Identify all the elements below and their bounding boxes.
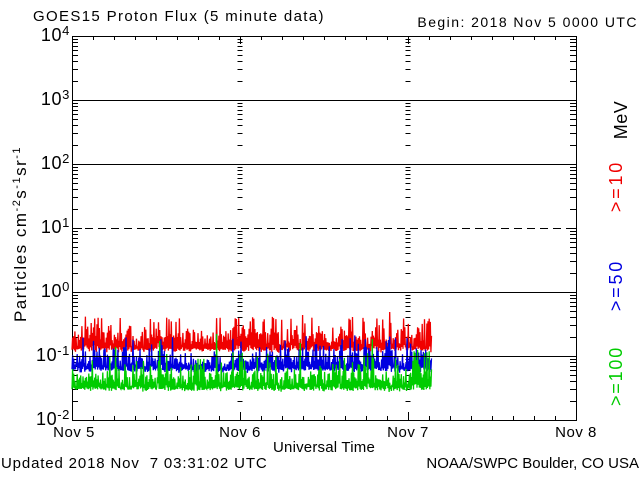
svg-text:Nov 5: Nov 5 — [53, 424, 95, 441]
svg-text:>=10: >=10 — [606, 160, 626, 212]
svg-text:NOAA/SWPC Boulder, CO USA: NOAA/SWPC Boulder, CO USA — [426, 455, 639, 472]
svg-text:MeV: MeV — [611, 101, 631, 140]
svg-text:Updated 2018 Nov 7 03:31:02 U: Updated 2018 Nov 7 03:31:02 UTC — [1, 455, 268, 472]
svg-text:Nov 7: Nov 7 — [387, 424, 429, 441]
svg-text:GOES15 Proton Flux (5 minute d: GOES15 Proton Flux (5 minute data) — [33, 8, 325, 25]
svg-text:Nov 8: Nov 8 — [555, 424, 597, 441]
svg-text:>=50: >=50 — [606, 259, 626, 311]
svg-text:Universal Time: Universal Time — [273, 439, 375, 456]
svg-text:>=100: >=100 — [606, 346, 626, 406]
svg-text:Begin: 2018 Nov 5 0000 UTC: Begin: 2018 Nov 5 0000 UTC — [417, 14, 638, 30]
svg-text:Particles cm-2s-1sr-1: Particles cm-2s-1sr-1 — [11, 146, 30, 322]
svg-text:Nov 6: Nov 6 — [219, 424, 261, 441]
